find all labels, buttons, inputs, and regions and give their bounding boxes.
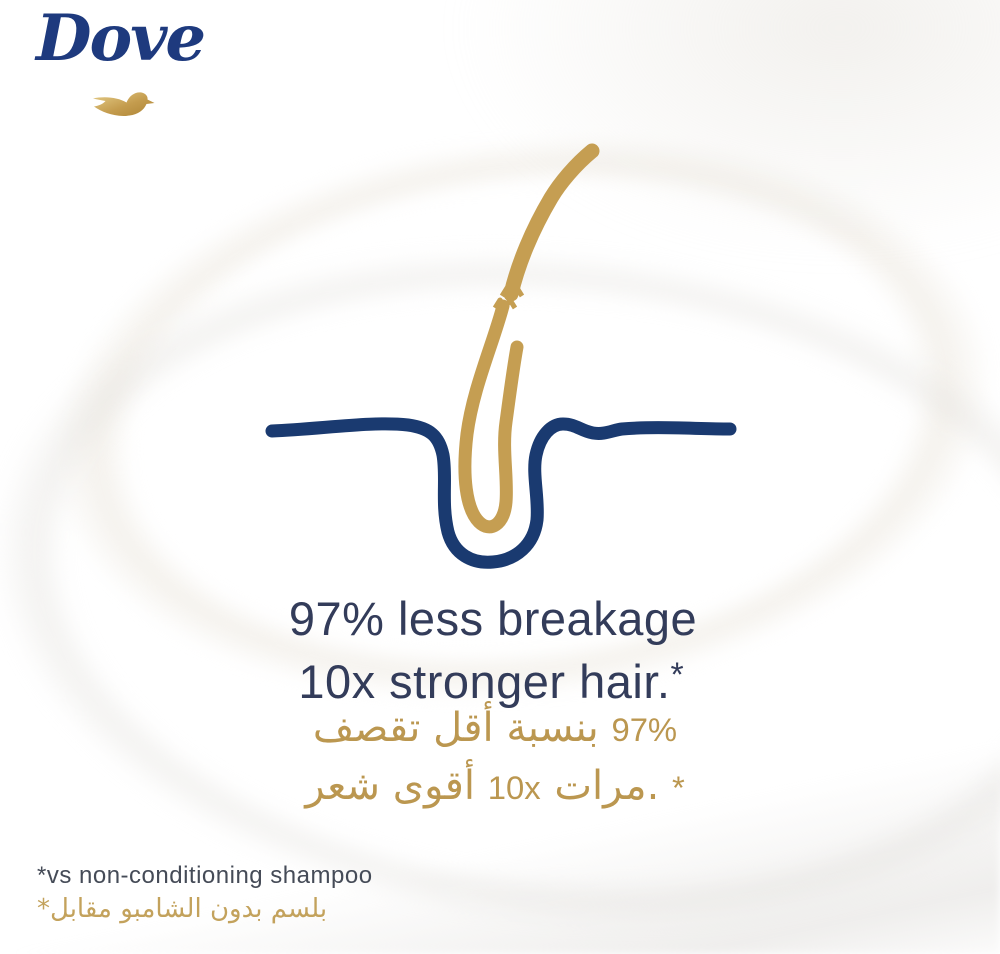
hair-root-strand bbox=[458, 299, 524, 534]
arabic-word-token: بلسم bbox=[270, 894, 328, 924]
headline-line2-text: 10x stronger hair. bbox=[298, 655, 671, 708]
arabic-word-token: أقل bbox=[433, 705, 494, 751]
hair-follicle-diagram bbox=[265, 143, 737, 569]
headline-arabic-line1: تقصف أقل بنسبة 97% bbox=[0, 700, 990, 758]
arabic-word-token: *مقابل bbox=[37, 894, 112, 924]
headline-english: 97% less breakage 10x stronger hair.* bbox=[0, 591, 986, 710]
skin-line bbox=[265, 417, 737, 569]
hair-break-jag-lower bbox=[492, 297, 518, 311]
hair-break-jag-upper bbox=[499, 285, 525, 299]
arabic-word-token: مرات. bbox=[554, 763, 660, 809]
arabic-word-token: شعر bbox=[305, 763, 381, 809]
footnote-english: *vs non-conditioning shampoo bbox=[37, 862, 373, 889]
dove-bird-icon bbox=[93, 92, 155, 116]
headline-line1: 97% less breakage bbox=[288, 592, 698, 645]
arabic-word-token: أقوى bbox=[392, 763, 476, 809]
arabic-word-token: 10x bbox=[487, 769, 542, 806]
headline-arabic-line2: شعر أقوى 10x مرات. * bbox=[0, 758, 990, 816]
footnote-arabic: *مقابل الشامبو بدون بلسم bbox=[37, 894, 327, 924]
arabic-word-token: بدون bbox=[209, 894, 263, 924]
arabic-word-token: الشامبو bbox=[120, 894, 202, 924]
headline-arabic: تقصف أقل بنسبة 97% شعر أقوى 10x مرات. * bbox=[0, 700, 990, 816]
footnote-asterisk: * bbox=[670, 656, 688, 694]
arabic-word-token: * bbox=[672, 769, 685, 806]
arabic-word-token: بنسبة bbox=[506, 705, 599, 751]
hair-upper-strand bbox=[503, 143, 600, 302]
arabic-word-token: تقصف bbox=[312, 705, 421, 751]
dove-logo-text: Dove bbox=[36, 1, 206, 76]
arabic-word-token: 97% bbox=[611, 711, 678, 748]
headline-line2: 10x stronger hair.* bbox=[0, 647, 986, 710]
